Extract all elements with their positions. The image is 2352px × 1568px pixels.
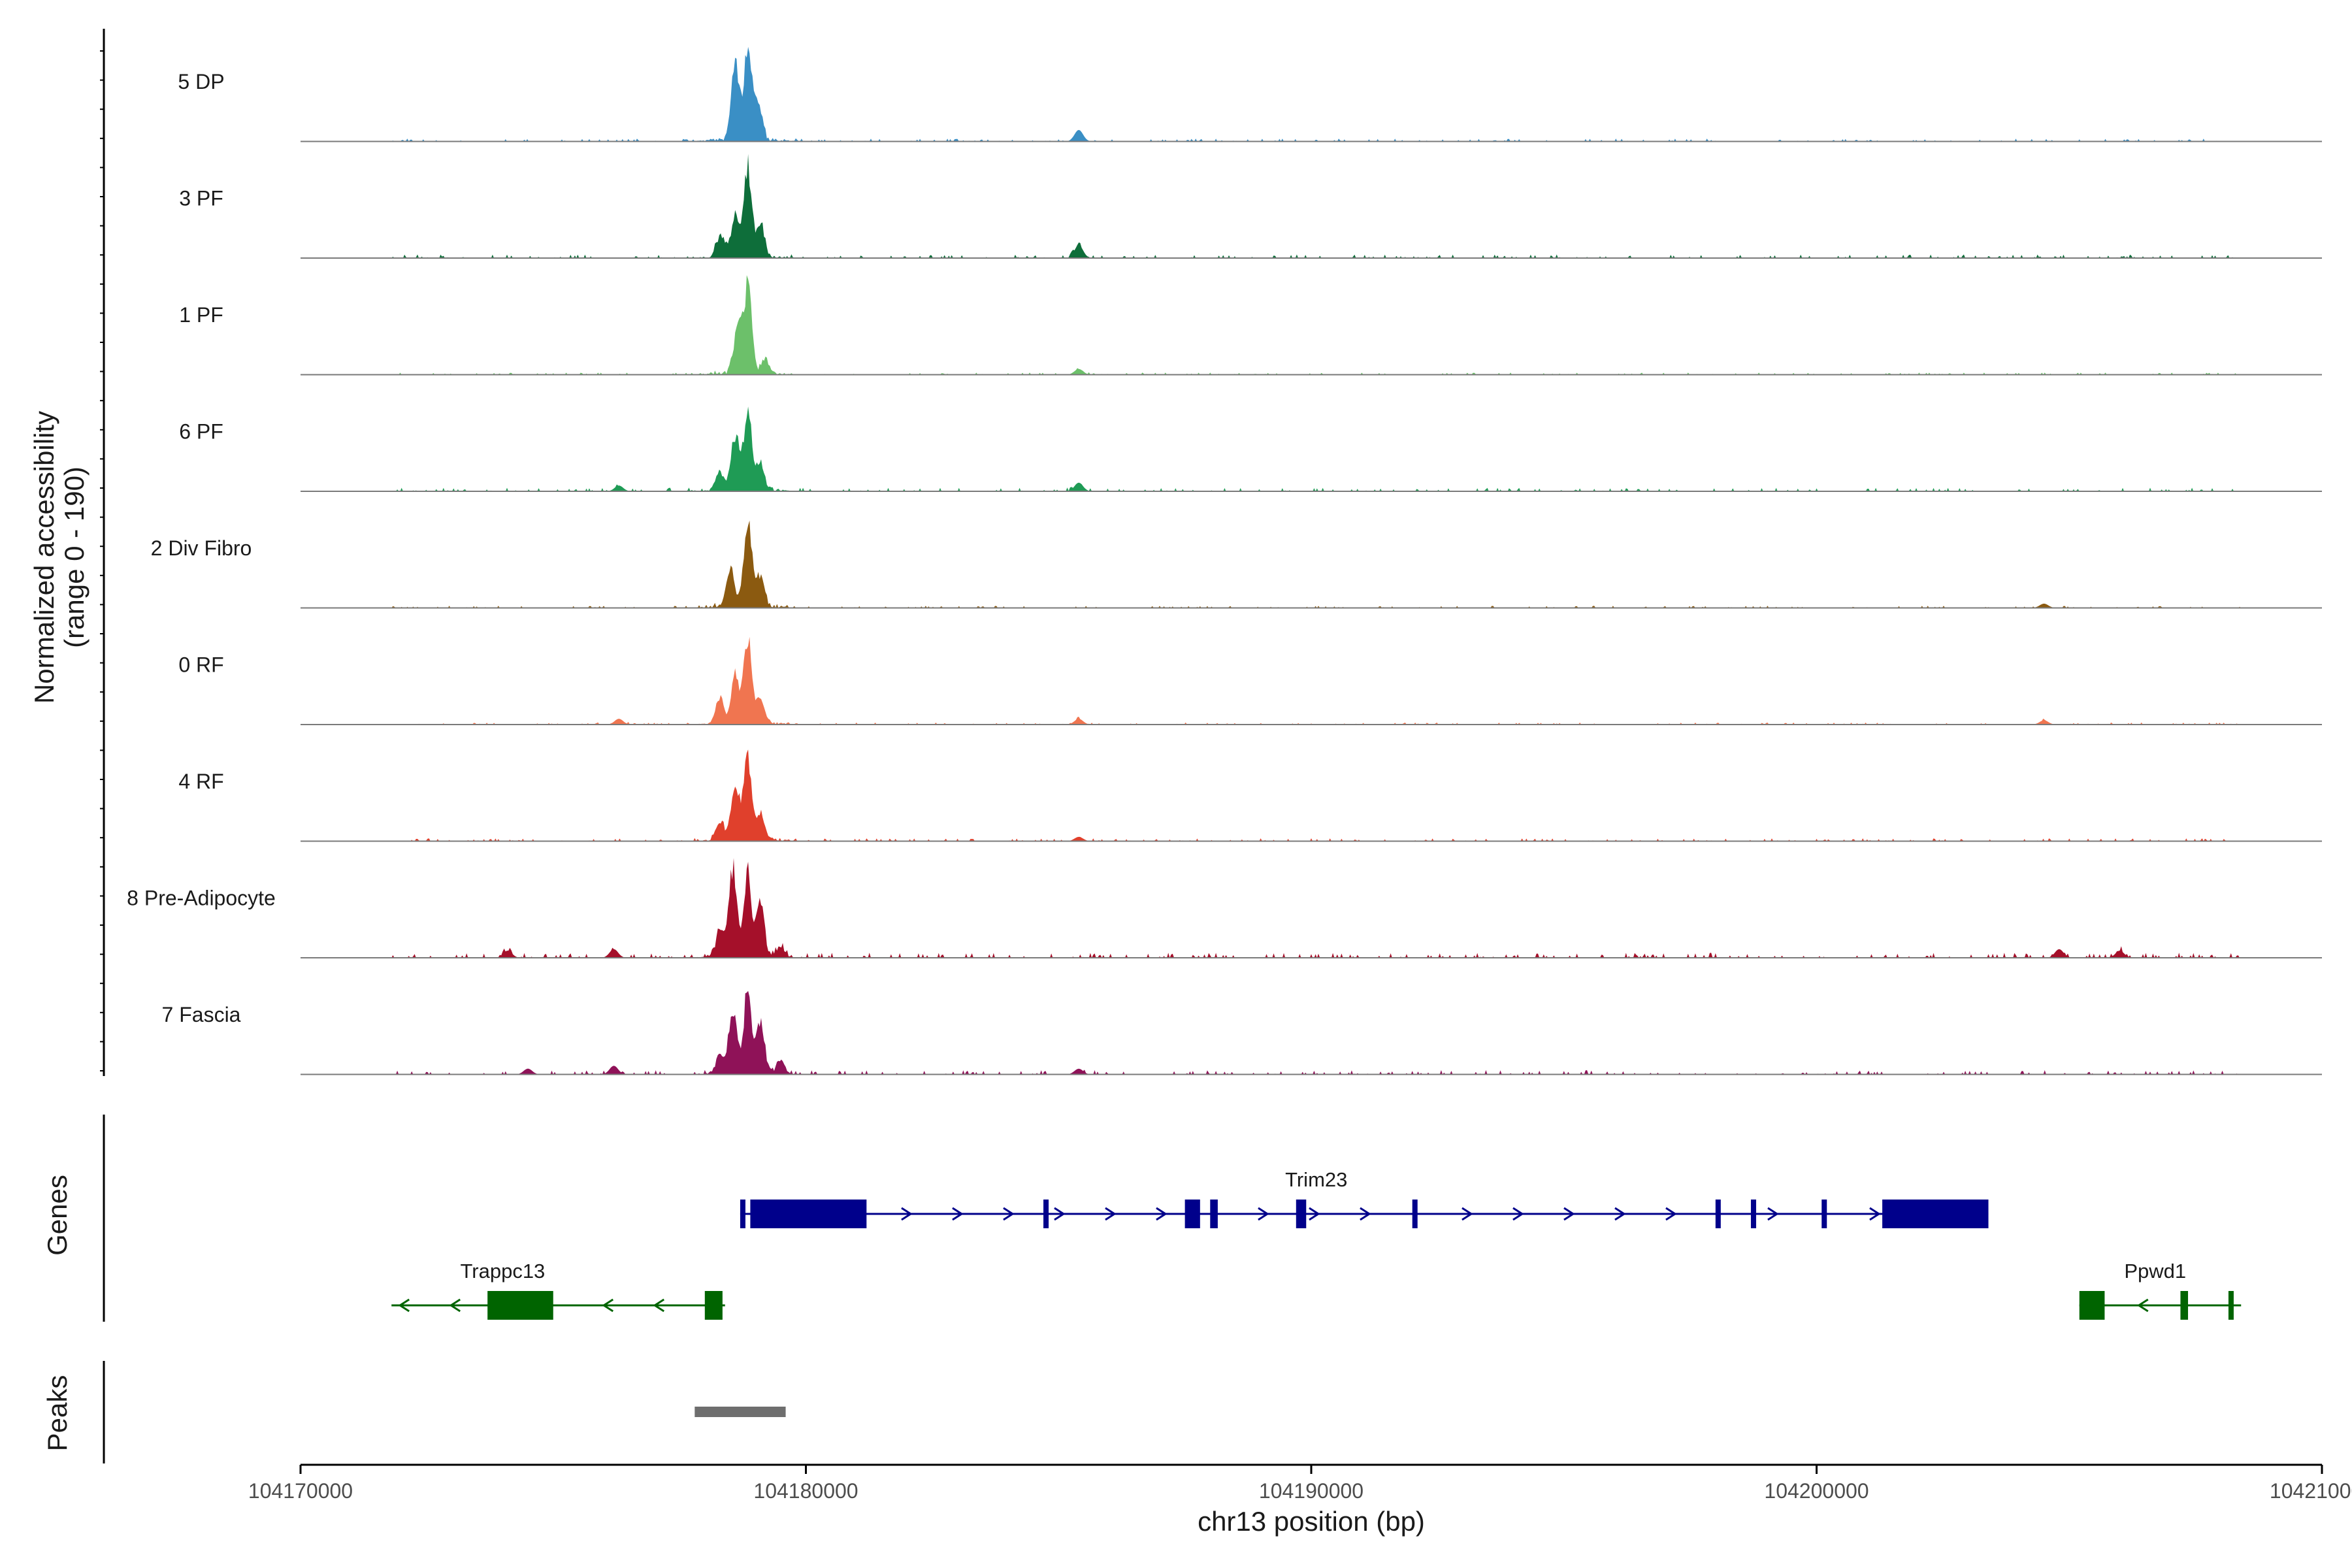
coverage-area xyxy=(301,275,2322,375)
genes-track: Trim23 Trappc13 Ppwd1 xyxy=(391,1168,2242,1320)
track-label: 6 PF xyxy=(179,420,223,444)
coverage-tracks: 5 DP 3 PF 1 PF 6 PF 2 Div Fibro 0 RF 4 RF 8 Pre… xyxy=(127,46,2322,1075)
strand-chevron xyxy=(1767,1207,1779,1221)
gene-exon xyxy=(1184,1200,1200,1228)
gene-exon xyxy=(1750,1200,1756,1228)
gene-exon xyxy=(2180,1291,2189,1320)
track-label: 0 RF xyxy=(178,653,223,677)
gene-exon xyxy=(2228,1291,2234,1320)
coverage-area xyxy=(301,406,2322,491)
x-tick-label: 104190000 xyxy=(1259,1479,1364,1503)
gene-label: Trappc13 xyxy=(460,1260,545,1282)
gene-exon xyxy=(1821,1200,1827,1228)
strand-chevron xyxy=(952,1207,964,1221)
x-axis-title: chr13 position (bp) xyxy=(1198,1506,1425,1537)
peaks-track-title: Peaks xyxy=(42,1375,73,1452)
coverage-area xyxy=(301,858,2322,958)
y-axis-title-group: Normalized accessibility (range 0 - 190) xyxy=(29,411,90,704)
strand-chevron xyxy=(1054,1207,1066,1221)
strand-chevron xyxy=(1665,1207,1677,1221)
genes-track-title: Genes xyxy=(42,1175,73,1256)
strand-chevron xyxy=(1258,1207,1269,1221)
coverage-track: 0 RF xyxy=(178,636,2322,725)
gene-model: Ppwd1 xyxy=(2079,1260,2242,1320)
x-tick-label: 104210000 xyxy=(2270,1479,2352,1503)
coverage-area xyxy=(301,990,2322,1075)
gene-exon xyxy=(1043,1200,1049,1228)
coverage-track: 6 PF xyxy=(179,406,2322,492)
coverage-area xyxy=(301,154,2322,258)
strand-chevron xyxy=(1156,1207,1168,1221)
strand-chevron xyxy=(1003,1207,1015,1221)
coverage-track: 2 Div Fibro xyxy=(151,520,2322,609)
strand-chevron xyxy=(1360,1207,1371,1221)
track-label: 2 Div Fibro xyxy=(151,536,252,560)
y-axis-range: (range 0 - 190) xyxy=(59,466,90,648)
track-label: 7 Fascia xyxy=(162,1003,241,1026)
gene-exon xyxy=(1210,1200,1218,1228)
x-tick-label: 104200000 xyxy=(1764,1479,1869,1503)
coverage-track: 5 DP xyxy=(178,46,2322,142)
strand-chevron xyxy=(1309,1207,1320,1221)
gene-exon xyxy=(1296,1200,1307,1228)
gene-exon xyxy=(750,1200,867,1228)
strand-chevron xyxy=(1512,1207,1524,1221)
coverage-area xyxy=(301,636,2322,725)
peak-region xyxy=(694,1407,786,1417)
gene-label: Ppwd1 xyxy=(2124,1260,2186,1282)
gene-label: Trim23 xyxy=(1285,1168,1347,1191)
y-axis-title: Normalized accessibility xyxy=(29,411,59,704)
coverage-track: 1 PF xyxy=(179,275,2322,376)
track-label: 3 PF xyxy=(179,187,223,210)
gene-exon xyxy=(704,1291,723,1320)
strand-chevron xyxy=(602,1298,614,1313)
strand-chevron xyxy=(901,1207,913,1221)
strand-chevron xyxy=(1462,1207,1473,1221)
coverage-y-axis xyxy=(100,29,105,1076)
gene-exon xyxy=(1715,1200,1721,1228)
coverage-track: 7 Fascia xyxy=(162,990,2322,1075)
coverage-track: 3 PF xyxy=(179,154,2322,259)
track-label: 8 Pre-Adipocyte xyxy=(127,887,276,910)
x-tick-label: 104180000 xyxy=(753,1479,858,1503)
gene-exon xyxy=(1412,1200,1418,1228)
x-axis: 104170000 104180000 104190000 104200000 1042… xyxy=(248,1463,2352,1503)
track-label: 1 PF xyxy=(179,303,223,327)
peaks-track xyxy=(694,1407,786,1417)
gene-exon xyxy=(487,1291,553,1320)
strand-chevron xyxy=(398,1298,410,1313)
strand-chevron xyxy=(1563,1207,1575,1221)
track-label: 5 DP xyxy=(178,70,224,93)
strand-chevron xyxy=(449,1298,461,1313)
gene-model: Trappc13 xyxy=(391,1260,725,1320)
strand-chevron xyxy=(1105,1207,1117,1221)
gene-exon xyxy=(1882,1200,1989,1228)
coverage-area xyxy=(301,520,2322,608)
x-tick-label: 104170000 xyxy=(248,1479,353,1503)
coverage-track: 8 Pre-Adipocyte xyxy=(127,858,2322,958)
strand-chevron xyxy=(1614,1207,1626,1221)
coverage-area xyxy=(301,749,2322,841)
strand-chevron xyxy=(653,1298,665,1313)
strand-chevron xyxy=(2136,1298,2149,1313)
coverage-area xyxy=(301,46,2322,142)
track-label: 4 RF xyxy=(178,770,223,793)
strand-chevron xyxy=(1869,1207,1881,1221)
gene-exon xyxy=(740,1200,745,1228)
gene-exon xyxy=(2079,1291,2105,1320)
coverage-track: 4 RF xyxy=(178,749,2322,842)
gene-model: Trim23 xyxy=(740,1168,1989,1228)
